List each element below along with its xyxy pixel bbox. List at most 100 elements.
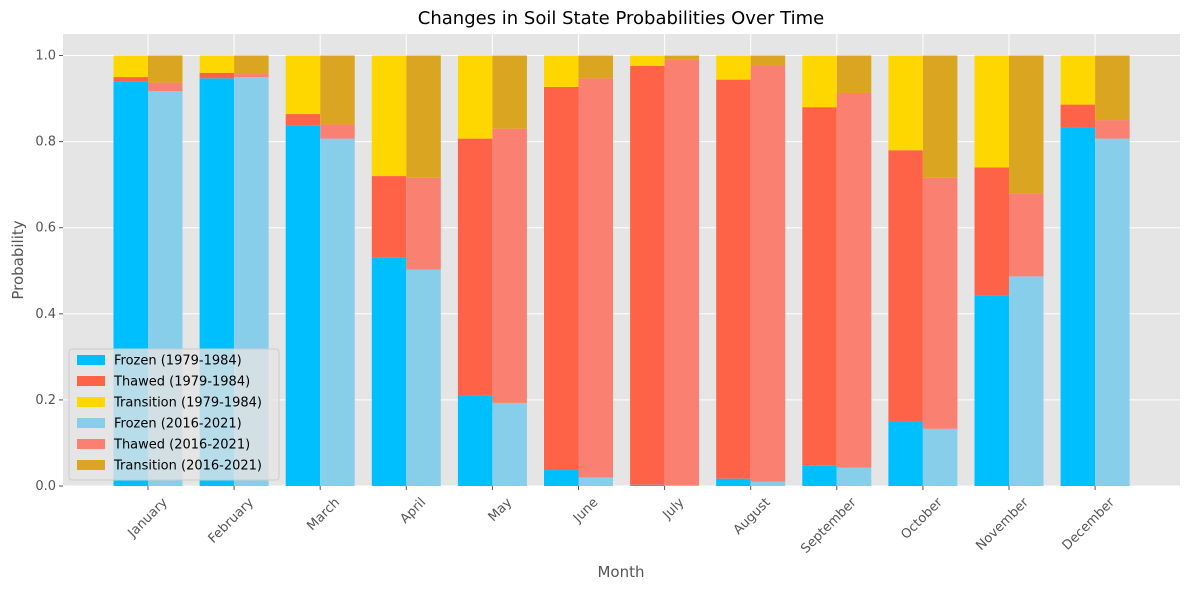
bar-frozen-1979-1984-april	[371, 257, 407, 486]
legend-swatch	[77, 355, 105, 365]
bar-frozen-2016-2021-july	[664, 485, 700, 486]
bar-transition-1979-1984-june	[544, 55, 579, 87]
y-tick-label: 0.6	[35, 221, 56, 236]
bar-transition-1979-1984-december	[1060, 55, 1096, 105]
bar-frozen-2016-2021-august	[750, 481, 786, 486]
bar-frozen-1979-1984-september	[802, 465, 837, 486]
bar-thawed-1979-1984-february	[199, 72, 235, 79]
legend-swatch	[77, 376, 105, 386]
bar-transition-1979-1984-march	[285, 55, 321, 115]
bar-thawed-2016-2021-january	[148, 82, 183, 92]
y-tick-label: 1.0	[35, 49, 56, 64]
bar-thawed-2016-2021-august	[750, 65, 786, 482]
legend-swatch	[77, 397, 105, 407]
bar-transition-1979-1984-january	[113, 55, 148, 78]
legend-label: Transition (1979-1984)	[113, 396, 262, 411]
bar-transition-1979-1984-september	[802, 55, 837, 108]
legend-box	[68, 348, 280, 481]
bar-transition-2016-2021-august	[750, 55, 786, 66]
bar-frozen-2016-2021-december	[1095, 138, 1130, 486]
bar-transition-2016-2021-march	[320, 55, 355, 125]
x-tick-label: December	[1060, 495, 1119, 554]
bar-thawed-1979-1984-july	[630, 65, 665, 485]
bar-thawed-2016-2021-december	[1095, 120, 1130, 139]
bar-frozen-2016-2021-march	[320, 138, 355, 486]
bar-thawed-2016-2021-april	[406, 177, 441, 270]
x-tick-label: February	[206, 495, 258, 547]
x-axis-label: Month	[597, 563, 644, 581]
bar-frozen-1979-1984-october	[888, 421, 923, 486]
bar-transition-2016-2021-july	[664, 55, 700, 60]
bar-thawed-2016-2021-may	[492, 128, 527, 403]
x-tick-label: April	[398, 495, 430, 527]
bar-frozen-2016-2021-may	[492, 402, 527, 486]
bar-frozen-2016-2021-october	[922, 428, 958, 486]
legend: Frozen (1979-1984) Thawed (1979-1984) Tran…	[68, 348, 280, 481]
bar-thawed-1979-1984-april	[371, 176, 407, 258]
bar-transition-2016-2021-september	[836, 55, 872, 93]
bar-transition-2016-2021-november	[1009, 55, 1044, 194]
legend-swatch	[77, 439, 105, 449]
bar-thawed-2016-2021-september	[836, 92, 872, 468]
bar-transition-2016-2021-october	[922, 55, 958, 178]
bar-thawed-1979-1984-september	[802, 107, 837, 466]
legend-label: Frozen (2016-2021)	[114, 417, 242, 432]
legend-label: Thawed (1979-1984)	[113, 375, 250, 390]
bar-frozen-2016-2021-september	[836, 467, 872, 486]
bar-thawed-1979-1984-june	[544, 86, 579, 471]
chart-title: Changes in Soil State Probabilities Over…	[418, 8, 824, 29]
legend-label: Transition (2016-2021)	[113, 459, 262, 474]
x-tick-label: July	[660, 495, 688, 523]
bar-thawed-1979-1984-january	[113, 77, 148, 82]
bar-thawed-2016-2021-october	[922, 177, 958, 429]
bar-frozen-1979-1984-march	[285, 125, 321, 486]
bar-frozen-2016-2021-april	[406, 269, 441, 486]
x-tick-label: June	[570, 495, 601, 526]
bar-transition-1979-1984-july	[630, 55, 665, 66]
bar-thawed-1979-1984-december	[1060, 104, 1096, 128]
x-tick-label: October	[898, 495, 946, 543]
bar-thawed-2016-2021-march	[320, 124, 355, 139]
bar-thawed-2016-2021-july	[664, 59, 700, 486]
bar-frozen-2016-2021-june	[578, 477, 613, 486]
x-ticks: January February March April May June July Augu…	[125, 486, 1119, 557]
bar-transition-1979-1984-may	[457, 55, 493, 139]
bar-frozen-1979-1984-june	[544, 470, 579, 486]
bar-thawed-2016-2021-november	[1009, 193, 1044, 277]
bar-transition-1979-1984-august	[716, 55, 751, 80]
bar-thawed-1979-1984-march	[285, 114, 321, 126]
legend-label: Thawed (2016-2021)	[113, 438, 250, 453]
bar-transition-1979-1984-april	[371, 55, 407, 177]
bar-transition-2016-2021-may	[492, 55, 527, 129]
bar-transition-2016-2021-june	[578, 55, 613, 79]
bar-frozen-1979-1984-august	[716, 478, 751, 486]
bar-frozen-1979-1984-november	[974, 295, 1009, 486]
bar-thawed-2016-2021-february	[234, 74, 269, 78]
bar-thawed-1979-1984-may	[457, 138, 493, 396]
bar-frozen-1979-1984-december	[1060, 127, 1096, 486]
bar-transition-2016-2021-january	[148, 55, 183, 83]
legend-swatch	[77, 418, 105, 428]
legend-label: Frozen (1979-1984)	[114, 354, 242, 369]
y-axis-label: Probability	[9, 220, 27, 299]
y-tick-label: 0.4	[35, 307, 56, 322]
bar-transition-2016-2021-december	[1095, 55, 1130, 121]
x-tick-label: January	[125, 495, 171, 541]
bar-thawed-2016-2021-june	[578, 78, 613, 478]
bar-transition-1979-1984-october	[888, 55, 923, 151]
bar-frozen-1979-1984-july	[630, 484, 665, 486]
bar-frozen-1979-1984-may	[457, 395, 493, 486]
bar-thawed-1979-1984-november	[974, 167, 1009, 296]
legend-swatch	[77, 460, 105, 470]
x-tick-label: March	[304, 495, 343, 534]
bar-thawed-1979-1984-october	[888, 150, 923, 422]
bar-transition-2016-2021-february	[234, 55, 269, 75]
y-tick-label: 0.0	[35, 479, 56, 494]
bar-transition-1979-1984-february	[199, 55, 235, 73]
y-ticks: 0.0 0.2 0.4 0.6 0.8 1.0	[35, 49, 63, 494]
x-tick-label: September	[798, 495, 860, 557]
x-tick-label: November	[973, 495, 1032, 554]
y-tick-label: 0.8	[35, 135, 56, 150]
